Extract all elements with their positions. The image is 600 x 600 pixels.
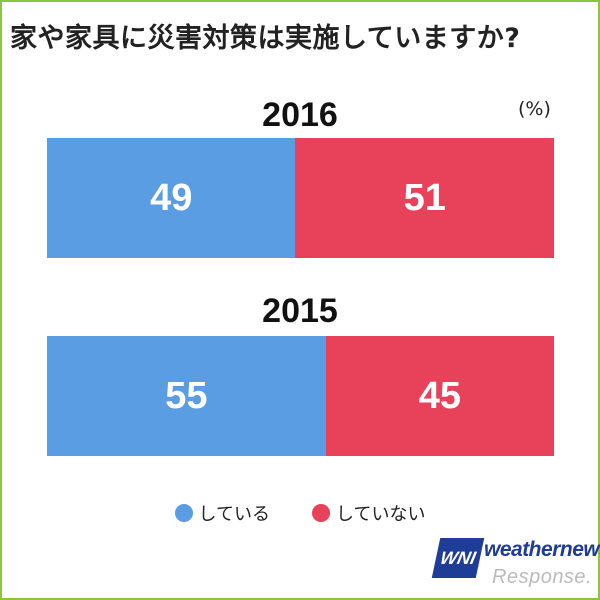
- bar-segment-2015-no: 45: [325, 336, 554, 456]
- unit-label: (%): [518, 98, 551, 120]
- bar-segment-2016-no: 51: [295, 138, 554, 258]
- legend-swatch-no: [312, 504, 330, 522]
- legend-swatch-yes: [174, 504, 193, 522]
- category-label-2015: 2015: [262, 292, 338, 330]
- wni-logo-mark: WNI: [431, 538, 485, 578]
- bar-2015: 55 45: [47, 336, 554, 456]
- bar-segment-2016-yes: 49: [47, 138, 296, 258]
- weathernews-logo: WNI weathernews Response.: [431, 534, 600, 592]
- legend-item-no: していない: [312, 500, 425, 526]
- legend-item-yes: している: [174, 500, 270, 526]
- logo-response: Response.: [492, 566, 593, 588]
- legend-label-yes: している: [198, 504, 270, 525]
- logo-wordmark: weathernews: [484, 538, 600, 561]
- bar-2016: 49 51: [47, 138, 554, 258]
- legend: している していない: [0, 500, 600, 526]
- category-label-2016: 2016: [262, 96, 338, 134]
- legend-label-no: していない: [336, 504, 426, 525]
- bar-segment-2015-yes: 55: [47, 336, 326, 456]
- chart-title: 家や家具に災害対策は実施していますか?: [10, 23, 521, 54]
